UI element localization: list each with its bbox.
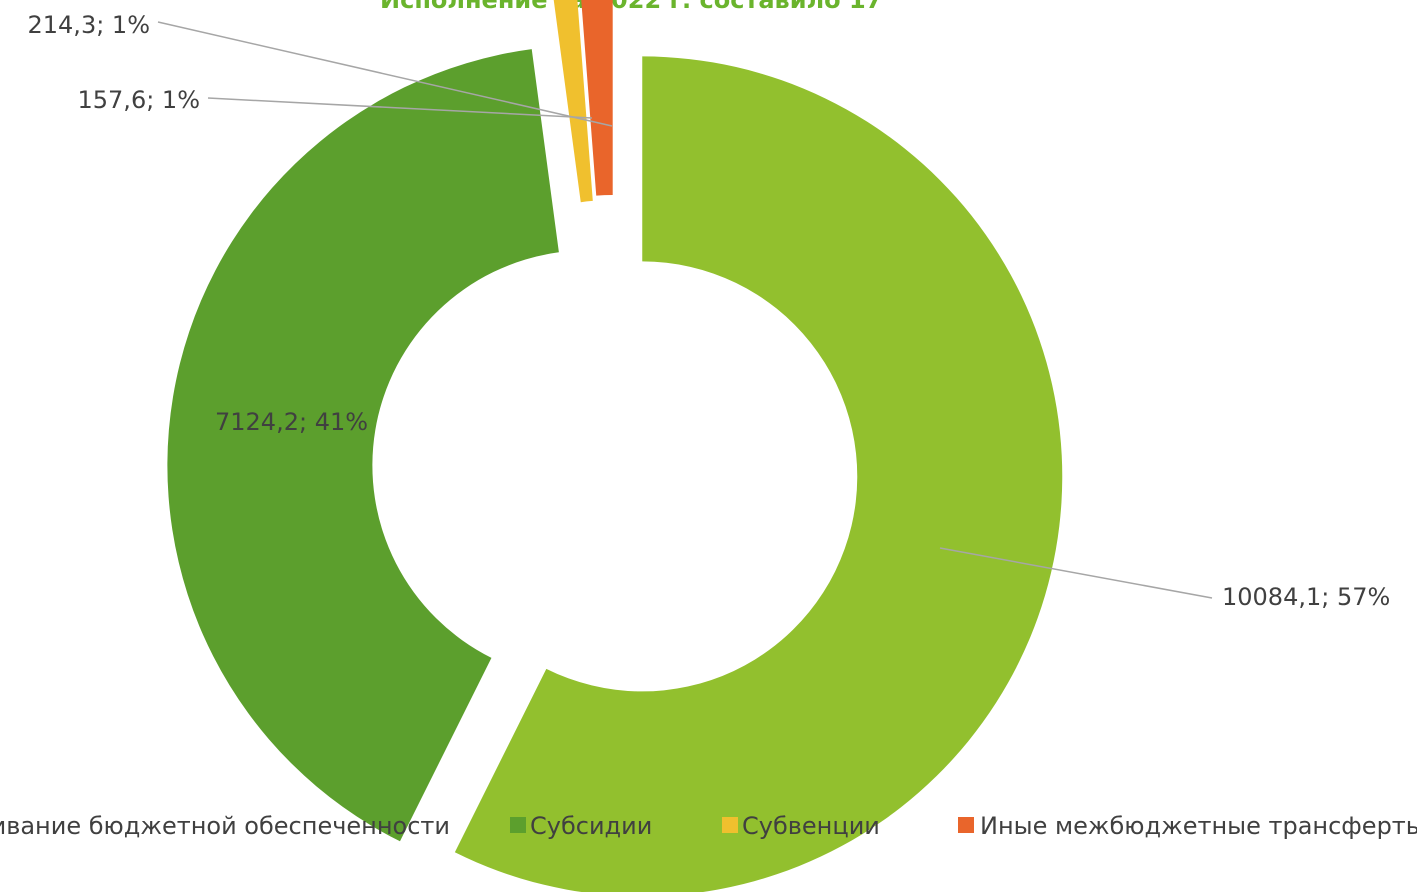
legend-label: Дотации на выравнивание бюджетной обеспе… bbox=[0, 812, 450, 840]
data-label: 7124,2; 41% bbox=[215, 408, 368, 436]
data-label: 10084,1; 57% bbox=[1222, 583, 1390, 611]
leader-line bbox=[207, 97, 593, 119]
legend-swatch bbox=[510, 817, 526, 833]
legend-label: Иные межбюджетные трансферты bbox=[980, 812, 1417, 840]
legend-swatch bbox=[722, 817, 738, 833]
leader-line bbox=[157, 21, 613, 127]
chart-title: Исполнение за 2022 г. составило 17 bbox=[380, 0, 882, 14]
donut-slice bbox=[581, 0, 613, 196]
data-label: 214,3; 1% bbox=[28, 11, 151, 39]
donut-slice bbox=[553, 0, 593, 203]
donut-slice bbox=[454, 56, 1063, 892]
data-label: 157,6; 1% bbox=[78, 86, 201, 114]
leader-line bbox=[939, 547, 1213, 599]
donut-slice bbox=[167, 49, 559, 842]
legend-label: Субсидии bbox=[530, 812, 652, 840]
legend-label: Субвенции bbox=[742, 812, 880, 840]
legend-swatch bbox=[958, 817, 974, 833]
